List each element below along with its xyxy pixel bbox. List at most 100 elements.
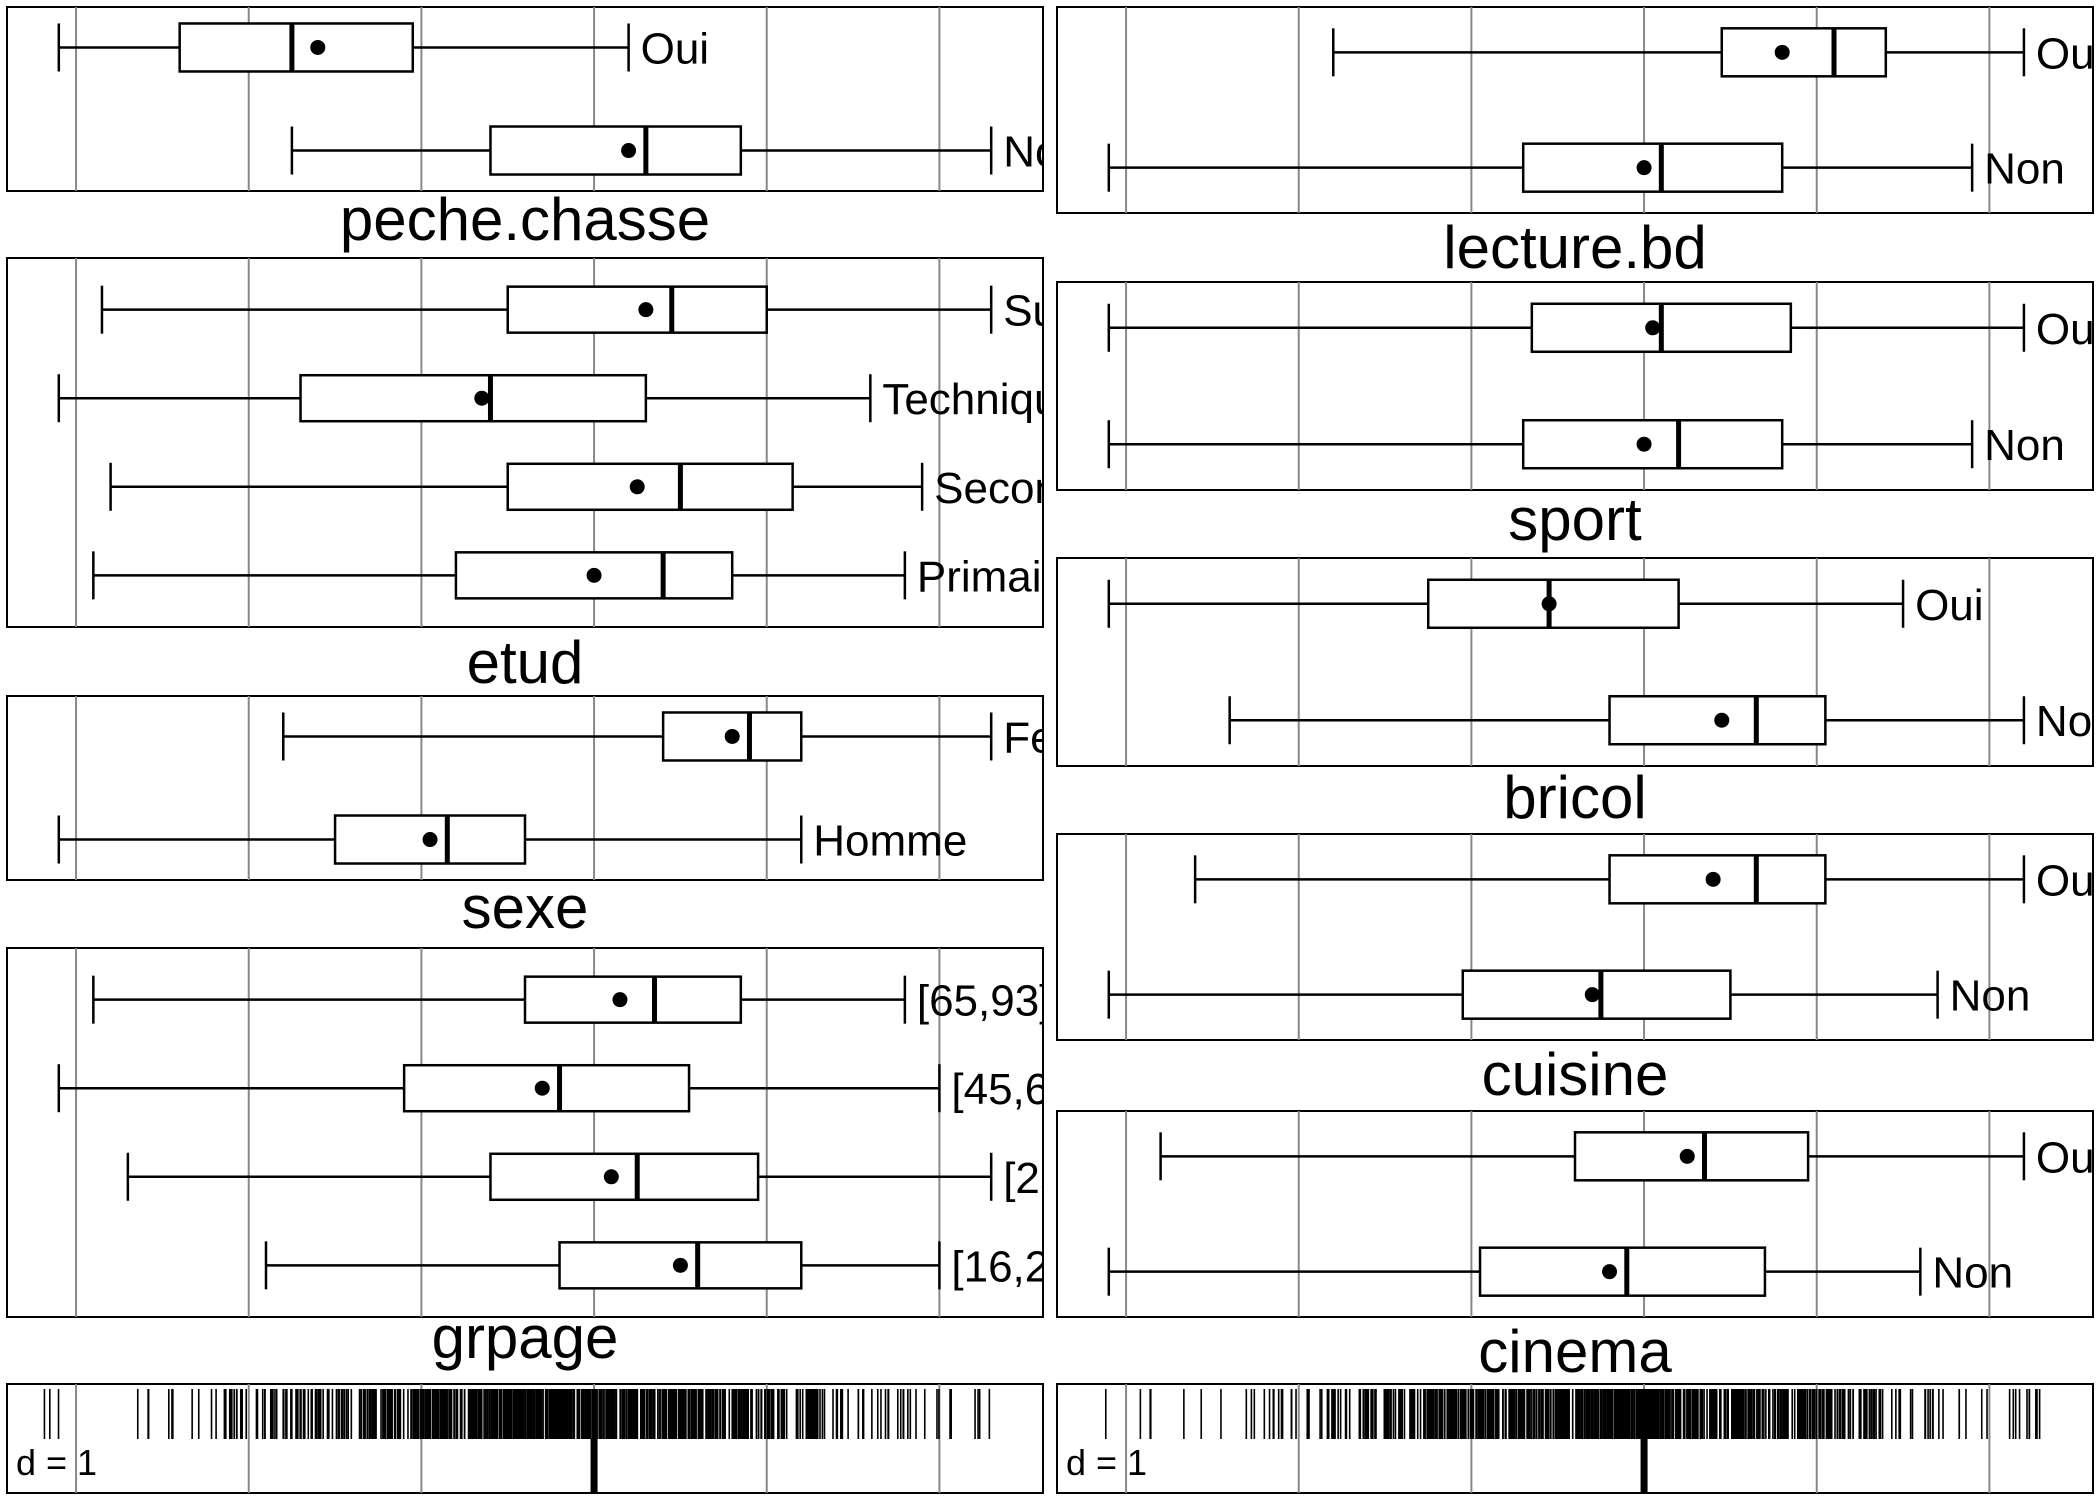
panel-lecture.bd: Oui Non lecture.bd bbox=[1056, 6, 2100, 281]
mean-point bbox=[603, 1169, 619, 1185]
group-label: [45,65) bbox=[951, 1065, 1088, 1114]
mean-point bbox=[1541, 596, 1557, 612]
group-label: Oui bbox=[1915, 581, 1983, 630]
panel-title: cuisine bbox=[1482, 1041, 1669, 1108]
panel-content: Oui Non bbox=[1107, 578, 2093, 746]
panel-cuisine: Oui Non cuisine bbox=[1056, 833, 2094, 1108]
mean-point bbox=[724, 728, 740, 744]
group-label: Non bbox=[1984, 421, 2065, 470]
mean-point bbox=[1679, 1148, 1695, 1164]
mean-point bbox=[1645, 320, 1661, 336]
group-label: Non bbox=[1932, 1249, 2013, 1298]
box bbox=[1521, 418, 1784, 470]
panel-content: Oui Non bbox=[1107, 854, 2093, 1021]
group-label: Oui bbox=[2036, 1133, 2100, 1182]
boxplot-group: Non bbox=[1107, 418, 2065, 470]
boxplot-group: Oui bbox=[1332, 27, 2100, 78]
group-label: Secondaire bbox=[934, 464, 1157, 513]
panel-title: bricol bbox=[1503, 764, 1646, 831]
boxplot-group: [45,65) bbox=[57, 1063, 1088, 1114]
boxplot-group: Supérieur bbox=[100, 285, 1194, 336]
group-label: [25,45) bbox=[1003, 1154, 1140, 1203]
mean-point bbox=[672, 1257, 688, 1273]
box bbox=[1478, 1246, 1767, 1297]
group-label: Oui bbox=[2036, 305, 2100, 354]
panel-title: peche.chasse bbox=[340, 186, 710, 253]
panel-content bbox=[1104, 1389, 2041, 1493]
mean-point bbox=[638, 302, 654, 318]
mean-point bbox=[1602, 1264, 1618, 1280]
group-label: Non bbox=[1003, 128, 1084, 177]
mean-point bbox=[1636, 436, 1652, 452]
group-label: Oui bbox=[2036, 29, 2100, 78]
rug bbox=[43, 1389, 991, 1439]
boxplot-group: Non bbox=[290, 125, 1084, 177]
boxplot-group: Homme bbox=[57, 814, 967, 866]
boxplot-group: Oui bbox=[1107, 578, 1984, 630]
group-label: Supérieur bbox=[1003, 287, 1194, 336]
panel-title: grpage bbox=[432, 1304, 619, 1371]
mean-point bbox=[586, 567, 602, 583]
box bbox=[523, 975, 743, 1024]
boxplot-group: Non bbox=[1107, 142, 2065, 194]
boxplot-group: Oui bbox=[1107, 302, 2100, 354]
panel-content: Supérieur Technique/Professionnel Secondai… bbox=[57, 285, 1361, 601]
panel-title: etud bbox=[467, 629, 584, 696]
boxplot-group: Secondaire bbox=[109, 462, 1157, 513]
panel-sport: Oui Non sport bbox=[1056, 281, 2100, 553]
panel-content: Oui Non bbox=[1107, 27, 2100, 194]
boxplot-group: Primaire bbox=[92, 551, 1081, 601]
boxplot-group: Non bbox=[1107, 1246, 2013, 1298]
panel-title: lecture.bd bbox=[1443, 214, 1707, 281]
mean-point bbox=[1636, 160, 1652, 176]
panel-content: [65,93] [45,65) [25,45) [16,25) bbox=[57, 975, 1140, 1291]
panel-title: cinema bbox=[1478, 1318, 1672, 1385]
box bbox=[1521, 142, 1784, 193]
mean-point bbox=[621, 143, 637, 159]
boxplot-group: Non bbox=[1107, 969, 2030, 1021]
panel-sexe: Femme Homme sexe bbox=[6, 695, 1152, 941]
panel-frame bbox=[1056, 1383, 2094, 1494]
panel-etud: Supérieur Technique/Professionnel Secondai… bbox=[6, 257, 1361, 696]
mean-point bbox=[1584, 987, 1600, 1003]
group-label: Femme bbox=[1003, 713, 1152, 762]
boxplot-group: Non bbox=[1228, 694, 2093, 746]
panel-content: Femme Homme bbox=[57, 711, 1152, 866]
panel-grpage: [65,93] [45,65) [25,45) [16,25) grpage bbox=[6, 947, 1140, 1371]
panel-bricol: Oui Non bricol bbox=[1056, 557, 2094, 831]
group-label: Primaire bbox=[917, 552, 1081, 601]
rug bbox=[1104, 1389, 2041, 1439]
panel-content: Oui Non bbox=[57, 22, 1084, 177]
boxplot-group: Technique/Professionnel bbox=[57, 373, 1361, 424]
boxplot-group: Oui bbox=[1193, 854, 2093, 905]
panel-content bbox=[43, 1389, 991, 1493]
box bbox=[506, 462, 794, 512]
box bbox=[489, 1152, 760, 1202]
group-label: [65,93] bbox=[917, 977, 1052, 1026]
panel-title: sexe bbox=[462, 874, 589, 941]
group-label: Technique/Professionnel bbox=[882, 375, 1361, 424]
panel-title: sport bbox=[1508, 486, 1642, 553]
panel-density-10: d = 1 bbox=[1056, 1383, 2094, 1494]
mean-point bbox=[1774, 44, 1790, 60]
mean-point bbox=[1705, 871, 1721, 887]
mean-point bbox=[1714, 712, 1730, 728]
boxplot-group: Oui bbox=[57, 22, 709, 73]
panel-peche.chasse: Oui Non peche.chasse bbox=[6, 6, 1084, 253]
box bbox=[489, 125, 743, 176]
mean-point bbox=[310, 39, 326, 55]
box bbox=[506, 285, 768, 334]
boxplot-group: Femme bbox=[282, 711, 1152, 762]
box bbox=[299, 373, 648, 423]
density-label: d = 1 bbox=[16, 1442, 97, 1483]
panel-content: Oui Non bbox=[1107, 302, 2100, 470]
mean-point bbox=[629, 479, 645, 495]
boxplot-group: [65,93] bbox=[92, 975, 1052, 1026]
group-label: [16,25) bbox=[951, 1242, 1088, 1291]
mean-point bbox=[534, 1080, 550, 1096]
panel-cinema: Oui Non cinema bbox=[1056, 1110, 2100, 1385]
panel-content: Oui Non bbox=[1107, 1131, 2100, 1298]
mean-point bbox=[612, 992, 628, 1008]
group-label: Homme bbox=[813, 817, 967, 866]
